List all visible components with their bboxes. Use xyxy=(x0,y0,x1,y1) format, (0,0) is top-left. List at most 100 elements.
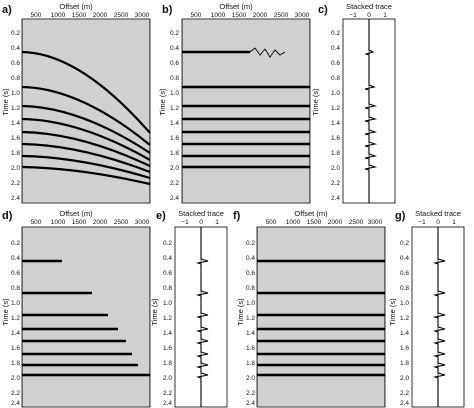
y-tick-label: 2.0 xyxy=(331,165,340,172)
x-tick-labels: −1 0 1 xyxy=(181,219,219,226)
y-tick-label: 1.4 xyxy=(11,120,20,127)
y-tick-label: 1.4 xyxy=(163,330,172,337)
reflection-event xyxy=(21,154,151,180)
y-axis-title: Time (s) xyxy=(150,298,159,326)
y-tick-label: 1.8 xyxy=(163,360,172,367)
y-tick-label: 1.4 xyxy=(11,330,20,337)
y-tick-label: 0.4 xyxy=(246,255,255,262)
y-tick-label: 0.4 xyxy=(170,45,179,52)
reflection-event xyxy=(21,85,151,146)
y-tick-label: 0.2 xyxy=(170,30,179,37)
y-tick-label: 1.2 xyxy=(11,315,20,322)
y-tick-label: 1.4 xyxy=(331,120,340,127)
y-tick-label: 1.0 xyxy=(163,300,172,307)
x-axis-title: Stacked trace xyxy=(415,209,461,218)
x-axis-title: Offset (m) xyxy=(59,2,93,11)
muted-events xyxy=(22,259,150,377)
panel-letter: g) xyxy=(395,210,406,222)
y-tick-label: 1.2 xyxy=(246,315,255,322)
plot-frame xyxy=(256,226,386,408)
y-tick-label: 1.2 xyxy=(400,315,409,322)
x-tick-label: 2500 xyxy=(349,219,364,226)
y-tick-label: 0.2 xyxy=(11,240,20,247)
y-tick-label: 1.6 xyxy=(11,135,20,142)
x-axis-title: Stacked trace xyxy=(178,209,224,218)
y-tick-label: 1.4 xyxy=(246,330,255,337)
y-tick-labels: 0.2 0.4 0.6 0.8 1.0 1.2 1.4 1.6 1.8 2.0 … xyxy=(246,240,255,407)
x-tick-label: 1 xyxy=(215,219,219,226)
y-tick-label: 0.8 xyxy=(11,285,20,292)
stacked-trace-waveform xyxy=(364,19,378,203)
y-tick-label: 2.2 xyxy=(246,390,255,397)
y-tick-label: 1.8 xyxy=(11,360,20,367)
reflection-event xyxy=(21,130,151,167)
reflection-event xyxy=(21,142,151,174)
x-tick-label: 0 xyxy=(199,219,203,226)
y-tick-label: 1.0 xyxy=(331,90,340,97)
reflection-event xyxy=(21,117,151,161)
x-tick-labels: −1 0 1 xyxy=(418,219,456,226)
panel-letter: d) xyxy=(2,210,13,222)
panel-c: c) Stacked trace −1 0 1 Time (s) 0.2 0.4… xyxy=(311,2,396,204)
y-tick-label: 0.4 xyxy=(163,255,172,262)
y-tick-label: 0.2 xyxy=(11,30,20,37)
x-tick-label: 0 xyxy=(367,12,371,19)
x-tick-labels: 500 1000 1500 2000 2500 3000 xyxy=(31,219,150,226)
x-tick-label: 1500 xyxy=(72,12,87,19)
x-tick-label: 1000 xyxy=(286,219,301,226)
y-tick-label: 1.4 xyxy=(400,330,409,337)
y-tick-label: 1.8 xyxy=(11,150,20,157)
y-tick-label: 1.2 xyxy=(331,105,340,112)
y-tick-label: 2.4 xyxy=(331,195,340,202)
x-tick-label: 500 xyxy=(31,12,42,19)
x-tick-label: 3000 xyxy=(368,219,383,226)
y-tick-label: 0.4 xyxy=(11,45,20,52)
y-tick-label: 1.2 xyxy=(11,105,20,112)
stacked-trace-waveform xyxy=(195,227,209,407)
y-tick-label: 0.4 xyxy=(331,45,340,52)
moveout-events xyxy=(21,50,151,186)
x-tick-label: 1000 xyxy=(51,12,66,19)
y-tick-label: 2.0 xyxy=(170,165,179,172)
y-tick-label: 2.4 xyxy=(246,400,255,407)
y-tick-label: 0.4 xyxy=(11,255,20,262)
y-tick-label: 1.8 xyxy=(400,360,409,367)
x-tick-label: 3000 xyxy=(295,12,310,19)
x-tick-label: 1500 xyxy=(307,219,322,226)
y-tick-label: 0.8 xyxy=(11,75,20,82)
y-axis-title: Time (s) xyxy=(1,88,10,116)
y-tick-label: 2.0 xyxy=(163,375,172,382)
trace-lines xyxy=(22,227,150,407)
reflection-event xyxy=(21,50,151,134)
x-axis-title: Stacked trace xyxy=(346,2,392,11)
x-tick-labels: 500 1000 1500 2000 2500 3000 xyxy=(191,12,310,19)
x-tick-label: 500 xyxy=(31,219,42,226)
y-tick-labels: 0.2 0.4 0.6 0.8 1.0 1.2 1.4 1.6 1.8 2.0 … xyxy=(11,30,20,202)
y-tick-labels: 0.2 0.4 0.6 0.8 1.0 1.2 1.4 1.6 1.8 2.0 … xyxy=(11,240,20,407)
y-tick-label: 2.2 xyxy=(170,180,179,187)
stretched-event-noise xyxy=(249,47,286,58)
x-tick-label: −1 xyxy=(349,12,357,19)
y-tick-label: 0.6 xyxy=(246,270,255,277)
stacked-trace-waveform xyxy=(432,227,446,407)
x-tick-label: 1 xyxy=(452,219,456,226)
y-tick-label: 2.4 xyxy=(11,400,20,407)
y-tick-label: 0.2 xyxy=(331,30,340,37)
x-tick-labels: 500 1000 1500 2000 2500 3000 xyxy=(266,219,383,226)
panel-f: f) Offset (m) 500 1000 1500 2000 2500 30… xyxy=(233,209,386,408)
y-tick-label: 0.6 xyxy=(331,60,340,67)
reflection-event xyxy=(21,165,151,186)
trace-lines xyxy=(182,19,310,203)
x-axis-title: Offset (m) xyxy=(219,2,253,11)
y-tick-label: 2.4 xyxy=(163,400,172,407)
y-tick-label: 1.2 xyxy=(163,315,172,322)
y-tick-label: 0.6 xyxy=(11,60,20,67)
panel-letter: b) xyxy=(162,4,173,16)
y-axis-title: Time (s) xyxy=(236,298,245,326)
x-tick-label: 1000 xyxy=(51,219,66,226)
y-tick-label: 0.6 xyxy=(11,270,20,277)
y-tick-label: 1.6 xyxy=(163,345,172,352)
y-tick-label: 1.6 xyxy=(400,345,409,352)
y-tick-label: 1.6 xyxy=(246,345,255,352)
x-tick-label: 1500 xyxy=(72,219,87,226)
